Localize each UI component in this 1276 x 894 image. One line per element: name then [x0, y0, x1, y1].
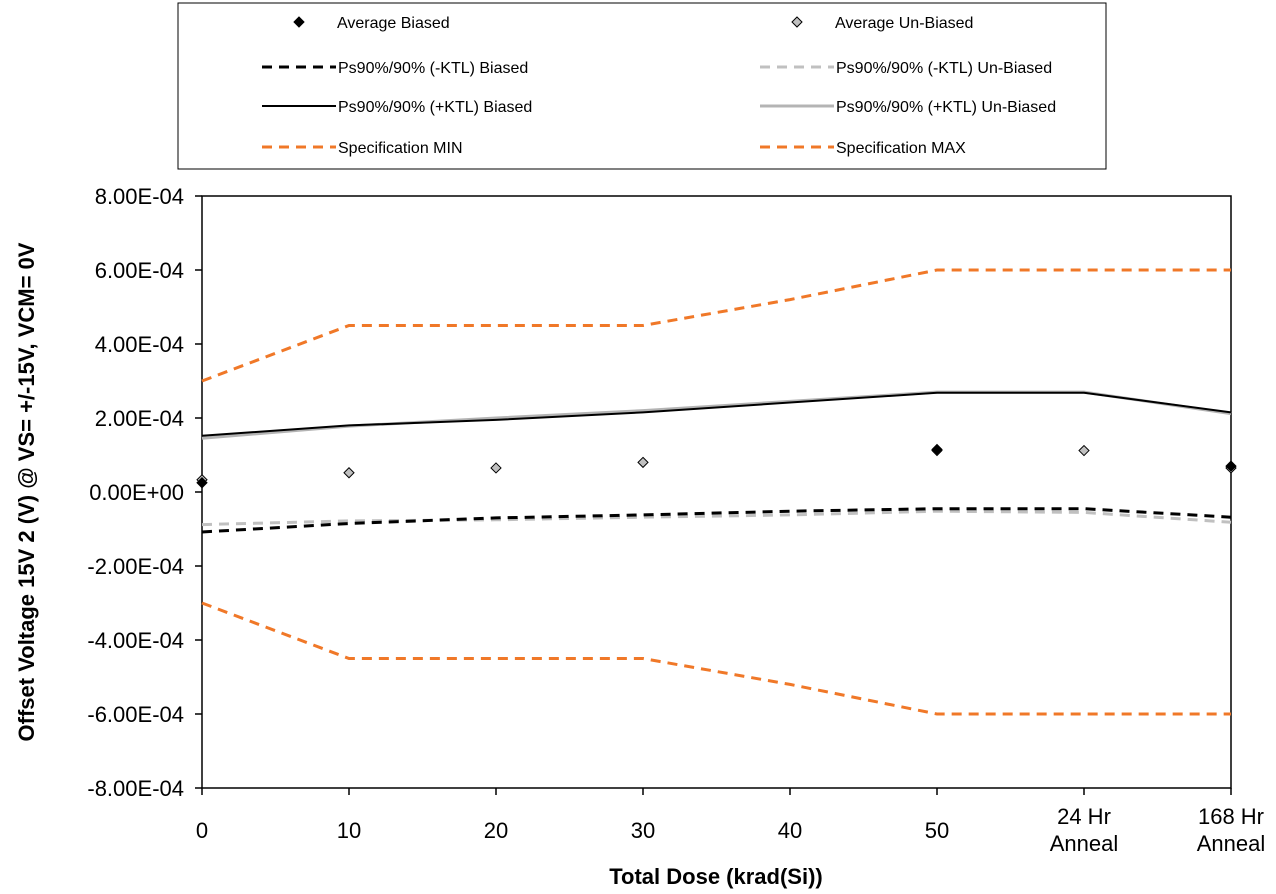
x-axis-title: Total Dose (krad(Si))	[609, 864, 823, 889]
x-tick-label: 20	[484, 818, 508, 843]
legend-item-average-un-biased: Average Un-Biased	[791, 15, 973, 32]
series-line	[201, 268, 1231, 383]
series-specification-max	[201, 268, 1231, 383]
legend-label: Ps90%/90% (-KTL) Un-Biased	[836, 60, 1052, 77]
x-tick-label: 168 Hr Anneal	[1197, 804, 1266, 856]
legend-item-ps90-90-ktl-un-biased: Ps90%/90% (+KTL) Un-Biased	[760, 99, 1056, 116]
series-average-biased	[196, 443, 1237, 489]
y-tick-label: 0.00E+00	[89, 480, 184, 505]
legend-item-ps90-90-ktl-biased: Ps90%/90% (+KTL) Biased	[262, 99, 532, 116]
x-tick-label: 24 Hr Anneal	[1050, 804, 1119, 856]
data-point	[931, 443, 943, 456]
y-tick-label: -2.00E-04	[87, 554, 184, 579]
legend-item-specification-max: Specification MAX	[760, 140, 966, 157]
y-tick-label: 4.00E-04	[95, 332, 184, 357]
plot-area	[201, 195, 1232, 789]
x-tick-label: 30	[631, 818, 655, 843]
y-axis-title: Offset Voltage 15V 2 (V) @ VS= +/-15V, V…	[14, 242, 39, 741]
data-point	[490, 462, 502, 474]
y-tick-label: -8.00E-04	[87, 776, 184, 801]
legend-item-average-biased: Average Biased	[293, 15, 450, 32]
series-ps90-90-ktl-un-biased	[201, 509, 1232, 527]
data-point	[196, 477, 208, 489]
legend-label: Average Biased	[337, 15, 450, 32]
legend-label: Ps90%/90% (-KTL) Biased	[338, 60, 528, 77]
y-axis: 8.00E-04 6.00E-04 4.00E-04 2.00E-04 0.00E+00…	[87, 184, 202, 801]
legend-item-ps90-90-ktl-un-biased: Ps90%/90% (-KTL) Un-Biased	[760, 60, 1052, 77]
series-line	[201, 509, 1232, 527]
data-point	[1078, 444, 1090, 457]
data-point	[637, 456, 649, 469]
legend-box	[177, 2, 1107, 170]
legend-label: Specification MAX	[836, 140, 966, 157]
legend-label: Specification MIN	[338, 140, 463, 157]
legend-item-ps90-90-ktl-biased: Ps90%/90% (-KTL) Biased	[262, 60, 528, 77]
data-point	[1225, 460, 1237, 472]
data-point	[343, 467, 355, 479]
legend-label: Ps90%/90% (+KTL) Biased	[338, 99, 532, 116]
y-tick-label: 6.00E-04	[95, 258, 184, 283]
series-line	[201, 601, 1231, 716]
series-specification-min	[201, 601, 1231, 716]
x-tick-label: 0	[196, 818, 208, 843]
legend-label: Average Un-Biased	[835, 15, 973, 32]
x-tick-label: 40	[778, 818, 802, 843]
legend-item-specification-min: Specification MIN	[262, 140, 463, 157]
legend-swatch	[293, 16, 305, 28]
y-tick-label: -6.00E-04	[87, 702, 184, 727]
y-tick-label: -4.00E-04	[87, 628, 184, 653]
y-tick-label: 8.00E-04	[95, 184, 184, 209]
series-ps90-90-ktl-biased	[201, 391, 1232, 437]
legend: Average Biased Average Un-Biased Ps90%/90%…	[262, 15, 1056, 157]
series-line	[201, 507, 1232, 534]
x-tick-label: 50	[925, 818, 949, 843]
x-axis: 0 10 20 30 40 50 24 Hr Anneal 168 Hr Anneal	[196, 788, 1265, 856]
series-layer	[196, 268, 1237, 716]
series-line	[201, 391, 1232, 437]
legend-swatch	[791, 16, 803, 28]
series-ps90-90-ktl-biased	[201, 507, 1232, 534]
y-tick-label: 2.00E-04	[95, 406, 184, 431]
legend-label: Ps90%/90% (+KTL) Un-Biased	[836, 99, 1056, 116]
x-tick-label: 10	[337, 818, 361, 843]
